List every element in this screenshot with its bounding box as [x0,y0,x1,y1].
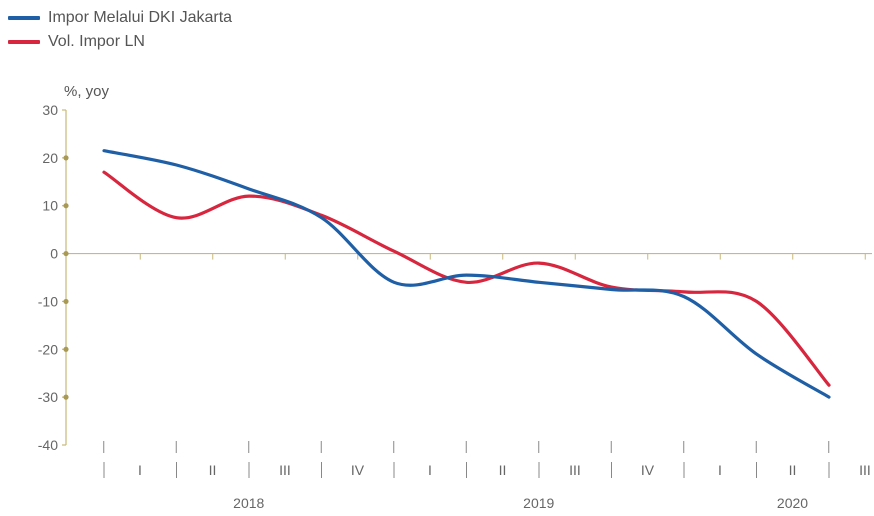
y-tick-label: -40 [38,437,58,453]
series-line-impor-ln [102,170,831,387]
y-tick-label: -30 [38,389,58,405]
x-category-label: III [569,462,581,478]
x-category-label: II [499,462,507,478]
legend-swatch-impor-ln [8,40,40,44]
x-category-label: III [859,462,871,478]
y-tick-dot [63,250,69,257]
legend-item-impor-ln: Vol. Impor LN [8,30,232,54]
legend-label-impor-ln: Vol. Impor LN [48,33,145,50]
axes [62,109,872,478]
y-tick-label: -10 [38,293,58,309]
chart-legend: Impor Melalui DKI Jakarta Vol. Impor LN [8,6,232,54]
y-tick-label: 30 [42,102,58,118]
y-tick-label: 0 [50,246,58,262]
y-tick-dot [63,298,69,305]
legend-label-jakarta: Impor Melalui DKI Jakarta [48,9,233,26]
series-line-jakarta [102,149,831,399]
y-tick-label: -20 [38,341,58,357]
y-tick-dot [63,203,69,209]
y-tick-dot [63,346,69,352]
y-tick-dot [63,155,69,161]
y-unit-label: %, yoy [64,83,110,100]
x-category-label: IV [641,462,655,478]
x-category-label: II [209,462,217,478]
y-tick-label: 20 [42,150,58,166]
x-category-label: I [718,462,722,478]
x-category-label: IV [351,462,365,478]
x-year-label: 2018 [233,495,264,511]
x-year-label: 2019 [523,495,554,511]
y-tick-label: 10 [42,198,58,214]
y-tick-dot [63,394,69,400]
x-category-label: I [428,462,432,478]
x-category-label: III [279,462,291,478]
x-category-label: I [138,462,142,478]
series-layer [102,149,831,399]
legend-swatch-jakarta [8,16,40,20]
x-category-label: II [789,462,797,478]
legend-item-jakarta: Impor Melalui DKI Jakarta [8,6,232,30]
x-year-label: 2020 [777,495,808,511]
